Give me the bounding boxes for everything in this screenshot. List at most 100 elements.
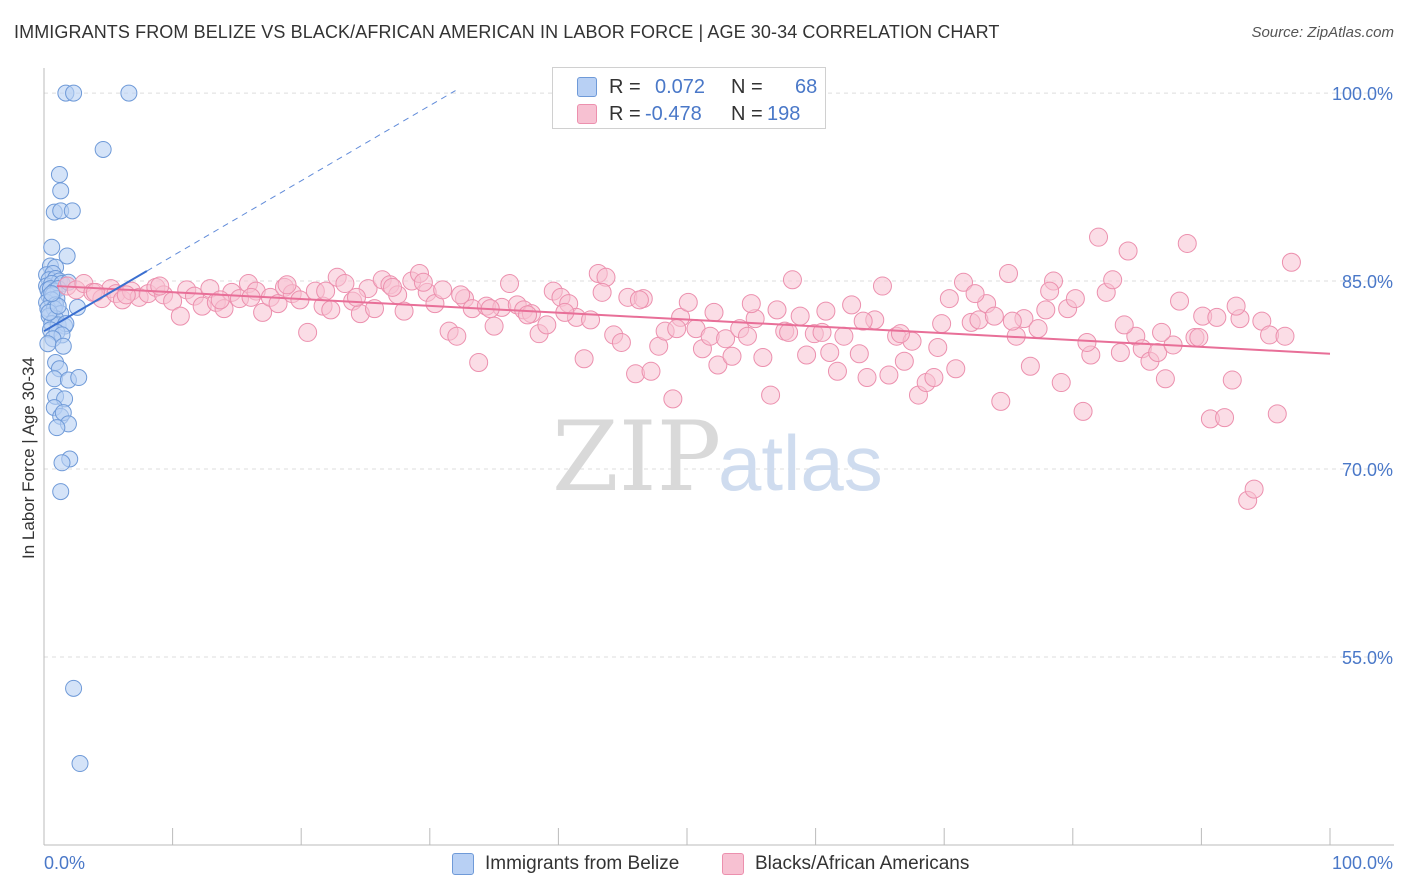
- point-black-36: [335, 274, 355, 294]
- point-black-73: [611, 332, 631, 352]
- point-black-14: [170, 306, 190, 326]
- point-black-140: [1110, 342, 1130, 362]
- point-black-191: [1077, 332, 1097, 352]
- y-tick-label: 85.0%: [1342, 272, 1393, 292]
- point-black-188: [965, 284, 985, 304]
- point-black-109: [879, 365, 899, 385]
- point-black-31: [298, 322, 318, 342]
- point-black-104: [842, 295, 862, 315]
- point-black-146: [1155, 369, 1175, 389]
- point-black-164: [85, 282, 105, 302]
- point-belize-1: [65, 84, 83, 102]
- point-belize-60: [53, 454, 71, 472]
- point-black-134: [1065, 289, 1085, 309]
- x-tick-label-max: 100.0%: [1332, 853, 1393, 873]
- point-belize-62: [65, 679, 83, 697]
- point-belize-46: [54, 337, 72, 355]
- legend-swatch-pink: [577, 104, 597, 124]
- legend-n-label: N =: [731, 103, 763, 125]
- point-belize-66: [43, 285, 61, 303]
- point-black-123: [984, 306, 1004, 326]
- point-black-153: [1207, 307, 1227, 327]
- point-belize-63: [71, 755, 89, 773]
- point-black-49: [433, 280, 453, 300]
- trend-line-belize-extension: [146, 90, 456, 272]
- point-black-174: [451, 285, 471, 305]
- point-black-189: [1002, 311, 1022, 331]
- point-black-170: [316, 281, 336, 301]
- point-belize-5: [52, 182, 70, 200]
- point-black-92: [753, 347, 773, 367]
- point-black-190: [1040, 281, 1060, 301]
- legend-r-label: R =: [609, 103, 641, 125]
- trend-lines: [43, 90, 1331, 355]
- point-black-179: [629, 290, 649, 310]
- point-black-94: [767, 300, 787, 320]
- point-black-58: [500, 274, 520, 294]
- point-black-106: [857, 368, 877, 388]
- point-black-125: [999, 264, 1018, 284]
- point-black-161: [1267, 404, 1287, 424]
- legend-n-value: 198: [767, 103, 801, 125]
- point-black-154: [1215, 408, 1235, 428]
- point-black-87: [716, 329, 736, 349]
- point-black-118: [946, 359, 966, 379]
- point-black-34: [321, 300, 341, 320]
- y-tick-label: 55.0%: [1342, 648, 1393, 668]
- point-black-130: [1036, 300, 1056, 320]
- point-black-181: [704, 302, 724, 322]
- point-belize-9: [43, 238, 61, 256]
- point-black-124: [991, 391, 1011, 411]
- legend-r-value: 0.072: [655, 76, 706, 98]
- legend-swatch-blue: [577, 77, 597, 97]
- point-black-137: [1089, 227, 1109, 247]
- point-black-103: [834, 326, 854, 346]
- bottom-legend-swatch-blue: [452, 853, 474, 875]
- point-belize-58: [48, 419, 66, 437]
- point-black-172: [383, 277, 403, 297]
- point-black-88: [722, 346, 742, 366]
- point-black-56: [484, 316, 504, 336]
- legend-n-label: N =: [731, 76, 763, 98]
- point-black-173: [413, 272, 433, 292]
- point-black-192: [1114, 315, 1134, 335]
- point-black-27: [268, 294, 288, 314]
- point-black-97: [790, 306, 810, 326]
- y-tick-label: 100.0%: [1332, 84, 1393, 104]
- point-belize-49: [45, 370, 63, 388]
- point-black-86: [708, 355, 728, 375]
- point-black-101: [820, 342, 840, 362]
- point-black-163: [1281, 252, 1301, 272]
- point-belize-4: [50, 166, 68, 184]
- point-belize-61: [52, 483, 70, 501]
- point-black-149: [1177, 233, 1197, 253]
- point-black-182: [741, 294, 761, 314]
- point-black-194: [1189, 327, 1209, 347]
- trend-line-belize: [43, 270, 148, 333]
- watermark: ZIP atlas: [552, 401, 883, 513]
- point-black-25: [253, 302, 273, 322]
- watermark-zip: ZIP: [552, 401, 721, 513]
- point-belize-45: [39, 335, 57, 353]
- point-black-68: [574, 349, 594, 369]
- point-black-54: [469, 353, 489, 373]
- point-black-90: [737, 326, 757, 346]
- point-black-186: [890, 324, 910, 344]
- point-black-187: [928, 337, 948, 357]
- point-black-129: [1028, 319, 1048, 339]
- point-black-98: [797, 345, 817, 365]
- point-black-132: [1051, 373, 1071, 393]
- bottom-legend-label: Blacks/African Americans: [755, 853, 970, 874]
- point-black-51: [447, 326, 467, 346]
- point-belize-3: [94, 140, 112, 158]
- point-black-193: [1152, 322, 1172, 342]
- tick-labels: 55.0% 70.0% 85.0% 100.0% 0.0% 100.0%: [44, 84, 1393, 873]
- point-black-102: [827, 361, 847, 381]
- point-black-155: [1222, 370, 1242, 390]
- point-black-116: [932, 314, 952, 334]
- point-black-80: [663, 389, 683, 409]
- y-tick-label: 70.0%: [1342, 460, 1393, 480]
- chart-title: IMMIGRANTS FROM BELIZE VS BLACK/AFRICAN …: [14, 22, 1000, 42]
- point-black-162: [1275, 326, 1295, 346]
- point-black-44: [394, 301, 414, 321]
